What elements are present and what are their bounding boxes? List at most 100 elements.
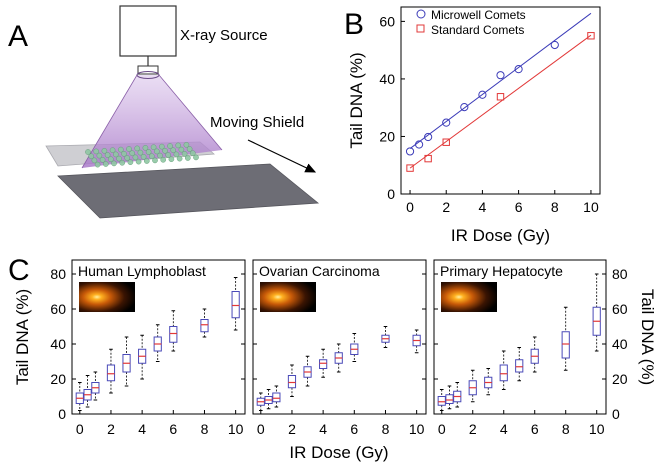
cell-well [162,147,168,154]
plot-frame [71,259,246,415]
cell-well [134,145,141,152]
plot-frame [400,6,601,195]
y-tick-label: 0 [58,406,66,422]
comet-image [79,282,135,312]
cell-well [129,150,136,157]
y-tick-label: 0 [612,406,620,422]
cell-well [160,156,167,163]
cell-well [93,148,100,155]
cell-well [119,159,126,166]
x-tick-label: 0 [406,199,414,215]
cell-well [168,156,175,163]
x-tick-label: 10 [589,421,605,437]
moving-shield [57,163,320,219]
cell-well [111,160,117,167]
cell-well [109,147,116,154]
cell-well [167,143,173,149]
legend-label: Microwell Comets [431,8,526,22]
chart-b: 0 2 4 6 8 10 0 20 40 60 IR Dose (Gy) Tail DNA (%) Mi… [347,6,601,245]
cell-well [121,150,127,157]
y-tick-label: 0 [387,186,395,202]
x-tick-label: 6 [531,421,539,437]
x-tick-label: 10 [409,421,425,437]
data-point [550,40,559,50]
box-panel-1: Human Lymphoblast 0 2 4 6 8 10 0 20 40 60 80 [50,259,246,437]
moving-shield-label: Moving Shield [210,114,304,131]
cell-well [112,151,119,158]
box [200,319,209,333]
data-point [414,140,424,149]
x-tick-label: 2 [107,421,115,437]
x-tick-label: 6 [350,421,358,437]
legend-marker [416,9,426,19]
cell-well [173,151,180,158]
cell-well [126,146,132,152]
y-tick-label: 80 [612,266,628,282]
x-tick-label: 6 [515,199,523,215]
box [445,394,454,404]
cell-well [116,155,122,162]
data-point [424,154,432,163]
y-axis-label-left: Tail DNA (%) [13,289,32,385]
data-point [442,118,451,127]
cell-well [88,153,95,160]
data-point [496,93,505,101]
y-tick-label: 20 [379,128,395,144]
cell-well [102,161,109,167]
y-tick-label: 80 [50,266,66,282]
box [169,326,178,343]
cell-well [181,150,188,157]
cell-well [175,142,182,149]
x-tick-label: 10 [583,199,599,215]
cell-well [150,144,157,151]
cell-well [193,154,199,161]
cell-well [96,152,103,159]
legend-label: Standard Comets [431,23,524,37]
data-point [406,164,414,172]
cell-well [183,141,190,148]
cell-well [107,156,114,163]
x-tick-label: 0 [76,421,84,437]
cell-well [158,143,165,150]
cell-well [152,157,158,164]
x-tick-label: 2 [442,199,450,215]
panel-title: Ovarian Carcinoma [259,263,380,279]
panel-label-a: A [8,20,28,53]
cell-well [135,158,142,165]
x-tick-label: 8 [562,421,570,437]
y-axis-label: Tail DNA (%) [347,52,366,148]
box [561,331,570,359]
y-tick-label: 40 [612,336,628,352]
x-tick-label: 4 [479,199,487,215]
xray-source-icon [119,5,177,75]
cell-well [117,146,124,153]
y-axis-label-right: Tail DNA (%) [638,289,655,385]
cell-well [94,161,101,168]
x-tick-label: 8 [382,421,390,437]
cell-well [189,150,196,157]
cell-well [165,152,172,158]
data-point [478,90,487,99]
cell-wells-icon [85,141,199,168]
cell-well [143,158,150,164]
x-tick-label: 8 [201,421,209,437]
comet-image [441,282,497,312]
x-tick-label: 4 [138,421,146,437]
data-point [496,71,505,80]
panel-title: Human Lymphoblast [78,263,206,279]
x-tick-label: 2 [469,421,477,437]
cell-well [137,149,144,156]
box-panel-2: Ovarian Carcinoma 0 2 4 6 8 10 [252,259,427,437]
cell-well [91,157,98,164]
cell-well [124,155,131,161]
x-axis-label: IR Dose (Gy) [289,443,388,462]
cell-well [99,156,106,163]
box [287,375,297,389]
cell-well [148,153,155,160]
x-tick-label: 4 [319,421,327,437]
box [231,291,240,319]
panel-a: A X-ray Source Moving Shield [8,5,320,219]
cell-well [142,144,149,151]
data-point [587,32,595,40]
